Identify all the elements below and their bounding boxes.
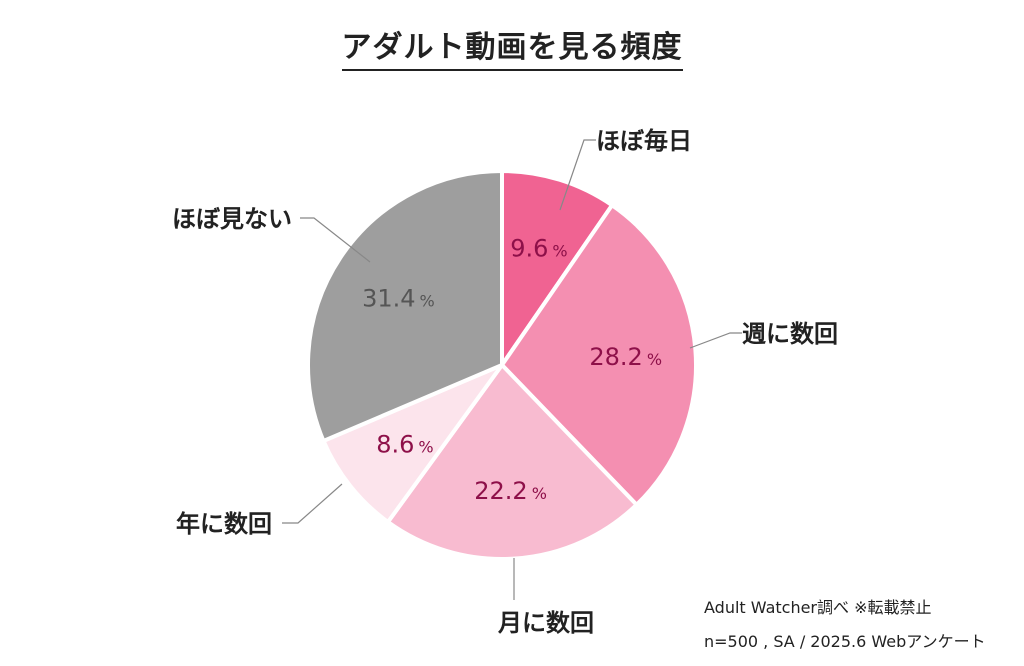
pie-slice-3 bbox=[385, 363, 639, 561]
chart-title-text: アダルト動画を見る頻度 bbox=[341, 30, 683, 71]
pie-slice-4 bbox=[321, 363, 504, 524]
chart-title: アダルト動画を見る頻度 bbox=[0, 22, 1024, 71]
sample-note: n=500 , SA / 2025.6 Webアンケート bbox=[704, 632, 986, 651]
value-label-4: 8.6% bbox=[376, 430, 433, 458]
leader-line-5 bbox=[300, 217, 371, 263]
value-label-5: 31.4% bbox=[362, 285, 435, 313]
source-note: Adult Watcher調べ ※転載禁止 bbox=[704, 598, 932, 617]
value-labels: 9.6 % 28.2 % 22.2 % 8.6 % 31.4% bbox=[362, 234, 662, 505]
category-label-1: ほぼ毎日 bbox=[596, 127, 692, 155]
category-label-3: 月に数回 bbox=[497, 609, 594, 637]
value-label-2: 28.2% bbox=[589, 343, 662, 371]
category-label-2: 週に数回 bbox=[742, 320, 838, 348]
pie-slice-1 bbox=[500, 169, 615, 367]
leader-line-4 bbox=[282, 483, 343, 524]
leader-line-2 bbox=[689, 332, 742, 349]
category-label-5: ほぼ見ない bbox=[172, 205, 292, 233]
leader-lines bbox=[282, 139, 742, 600]
leader-line-1 bbox=[559, 139, 596, 211]
pie-slice-5 bbox=[306, 169, 504, 443]
pie-slices bbox=[306, 169, 698, 561]
category-label-4: 年に数回 bbox=[176, 510, 272, 538]
pie-slice-2 bbox=[500, 203, 698, 507]
value-label-1: 9.6% bbox=[510, 234, 567, 262]
value-label-3: 22.2% bbox=[474, 477, 547, 505]
